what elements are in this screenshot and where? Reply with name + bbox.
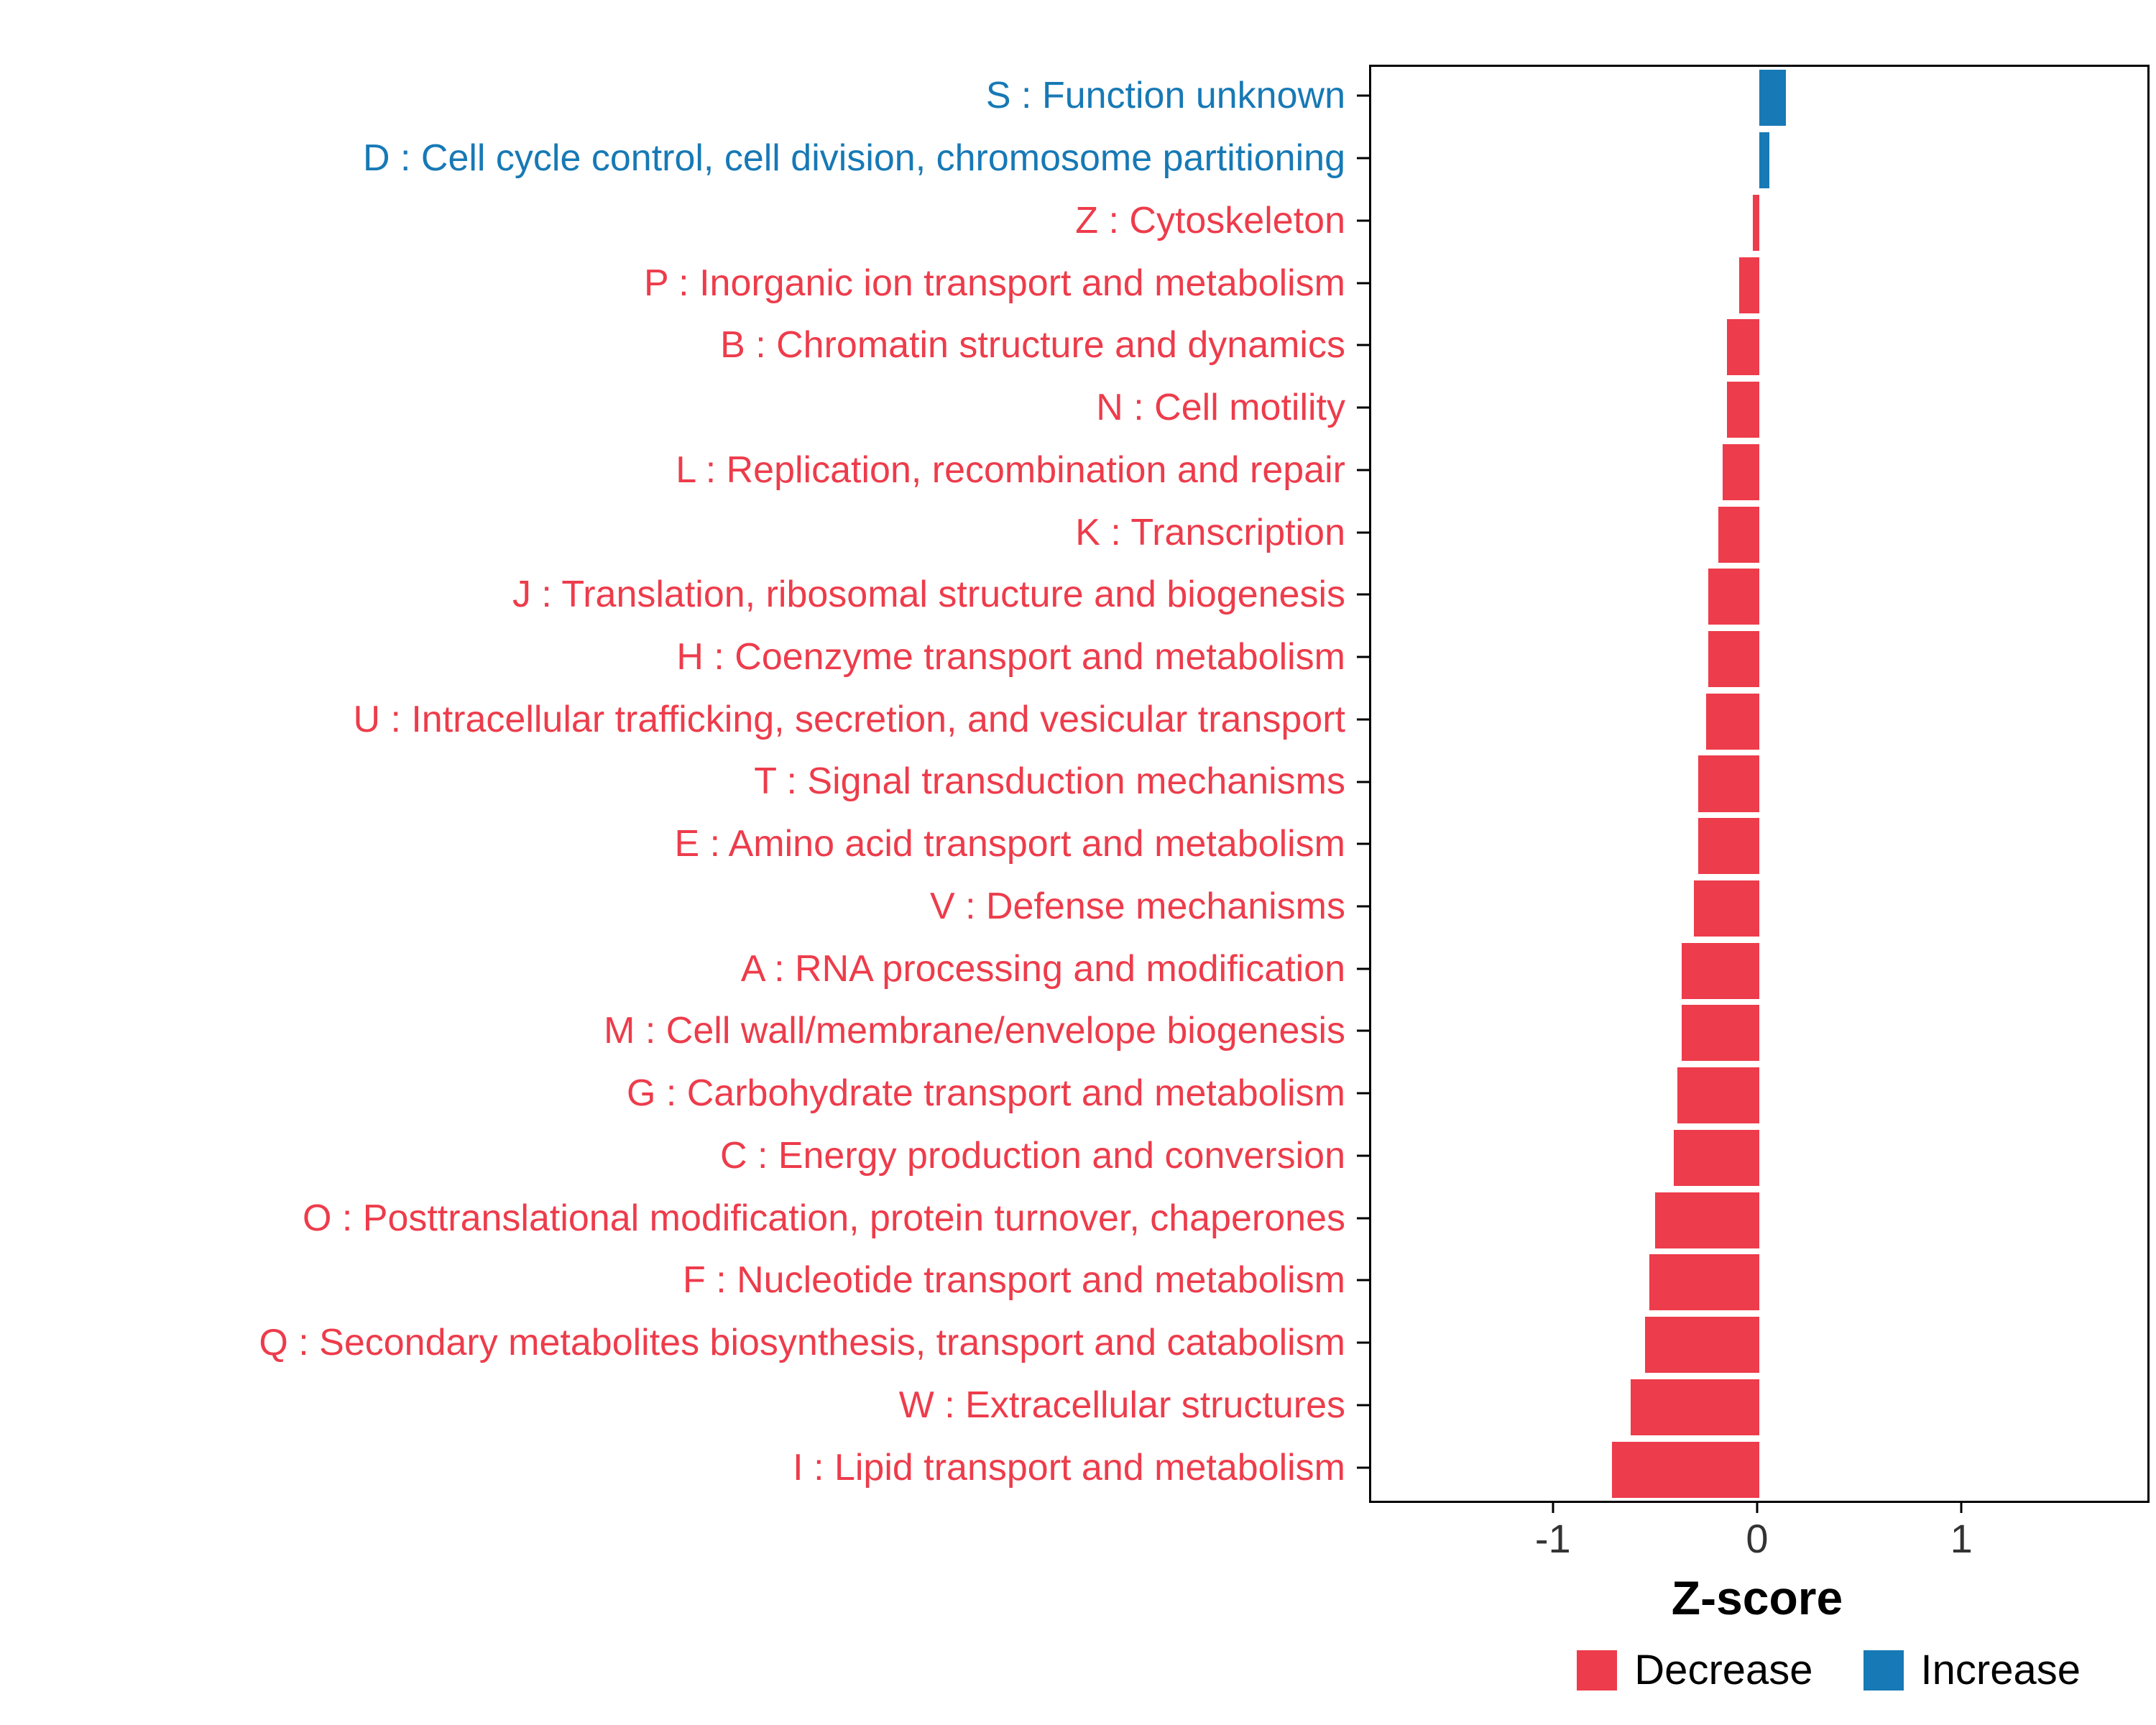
y-axis-tick <box>1357 656 1369 658</box>
y-axis-ticks <box>1357 65 1369 1499</box>
y-axis-labels: S : Function unknown D : Cell cycle contr… <box>0 65 1345 1499</box>
bar <box>1708 569 1759 625</box>
category-label: I : Lipid transport and metabolism <box>793 1446 1345 1489</box>
y-axis-tick <box>1357 905 1369 908</box>
category-label: S : Function unknown <box>985 75 1345 117</box>
y-axis-tick <box>1357 967 1369 970</box>
category-label: N : Cell motility <box>1096 387 1345 429</box>
bar <box>1649 1254 1759 1311</box>
bar <box>1706 693 1759 750</box>
category-label: V : Defense mechanisms <box>929 885 1345 927</box>
category-label: Z : Cytoskeleton <box>1075 199 1345 242</box>
x-axis-tick-label: 1 <box>1950 1516 1973 1561</box>
category-label: A : RNA processing and modification <box>740 947 1345 990</box>
bar <box>1759 132 1770 189</box>
y-axis-tick <box>1357 219 1369 222</box>
bar <box>1644 1317 1759 1374</box>
bar <box>1682 1005 1759 1062</box>
y-axis-tick <box>1357 406 1369 409</box>
bar <box>1726 319 1759 376</box>
category-label: O : Posttranslational modification, prot… <box>302 1197 1345 1239</box>
x-axis-tick-labels: -1 0 1 <box>1369 1515 2145 1565</box>
category-label: F : Nucleotide transport and metabolism <box>683 1259 1345 1302</box>
bar <box>1630 1379 1759 1435</box>
bar <box>1726 382 1759 438</box>
category-label: L : Replication, recombination and repai… <box>676 448 1345 491</box>
y-axis-tick <box>1357 344 1369 346</box>
bar <box>1682 942 1759 999</box>
y-axis-tick <box>1357 1466 1369 1469</box>
bar <box>1722 443 1759 500</box>
bar <box>1697 818 1759 875</box>
y-axis-tick <box>1357 94 1369 97</box>
bar <box>1677 1067 1759 1124</box>
x-axis-tick <box>1756 1501 1759 1513</box>
plot-panel <box>1369 65 2150 1503</box>
x-axis-ticks <box>1369 1501 2145 1513</box>
decrease-color-swatch <box>1577 1650 1618 1690</box>
legend-label-increase: Increase <box>1920 1647 2081 1693</box>
y-axis-tick <box>1357 1154 1369 1157</box>
bar <box>1759 70 1786 126</box>
legend-item-decrease: Decrease <box>1577 1646 1813 1694</box>
bar <box>1655 1192 1759 1248</box>
y-axis-tick <box>1357 1279 1369 1282</box>
category-label: W : Extracellular structures <box>898 1384 1345 1426</box>
category-label: J : Translation, ribosomal structure and… <box>512 574 1345 616</box>
y-axis-tick <box>1357 1404 1369 1407</box>
bar <box>1697 755 1759 812</box>
y-axis-tick <box>1357 842 1369 845</box>
bar <box>1753 194 1759 251</box>
x-axis-tick-label: 0 <box>1746 1516 1769 1561</box>
y-axis-tick <box>1357 1217 1369 1220</box>
bar <box>1673 1129 1759 1186</box>
y-axis-tick <box>1357 1092 1369 1095</box>
legend-item-increase: Increase <box>1863 1646 2081 1694</box>
y-axis-tick <box>1357 157 1369 160</box>
category-label: H : Coenzyme transport and metabolism <box>676 636 1345 678</box>
y-axis-tick <box>1357 593 1369 596</box>
increase-color-swatch <box>1863 1650 1904 1690</box>
x-axis-tick-label: -1 <box>1534 1516 1571 1561</box>
category-label: G : Carbohydrate transport and metabolis… <box>626 1072 1345 1115</box>
y-axis-tick <box>1357 282 1369 285</box>
bar <box>1738 257 1759 313</box>
legend-label-decrease: Decrease <box>1634 1647 1813 1693</box>
legend: Decrease Increase <box>0 1646 2145 1694</box>
category-label: D : Cell cycle control, cell division, c… <box>363 137 1345 180</box>
category-label: T : Signal transduction mechanisms <box>754 760 1345 803</box>
bar <box>1708 630 1759 688</box>
bar <box>1694 880 1759 937</box>
category-label: B : Chromatin structure and dynamics <box>720 324 1345 367</box>
category-label: C : Energy production and conversion <box>719 1134 1345 1177</box>
y-axis-tick <box>1357 1029 1369 1032</box>
category-label: M : Cell wall/membrane/envelope biogenes… <box>604 1010 1345 1052</box>
bar <box>1612 1441 1759 1498</box>
x-axis-title: Z-score <box>1671 1571 1843 1624</box>
category-label: K : Transcription <box>1075 511 1345 553</box>
x-axis-tick <box>1552 1501 1554 1513</box>
y-axis-tick <box>1357 469 1369 472</box>
category-label: P : Inorganic ion transport and metaboli… <box>643 262 1345 304</box>
category-label: Q : Secondary metabolites biosynthesis, … <box>259 1322 1345 1364</box>
category-label: E : Amino acid transport and metabolism <box>674 823 1345 865</box>
y-axis-tick <box>1357 718 1369 721</box>
y-axis-tick <box>1357 1341 1369 1344</box>
y-axis-tick <box>1357 531 1369 534</box>
x-axis-tick <box>1960 1501 1963 1513</box>
category-label: U : Intracellular trafficking, secretion… <box>353 698 1345 740</box>
bar <box>1718 506 1759 563</box>
y-axis-tick <box>1357 781 1369 783</box>
